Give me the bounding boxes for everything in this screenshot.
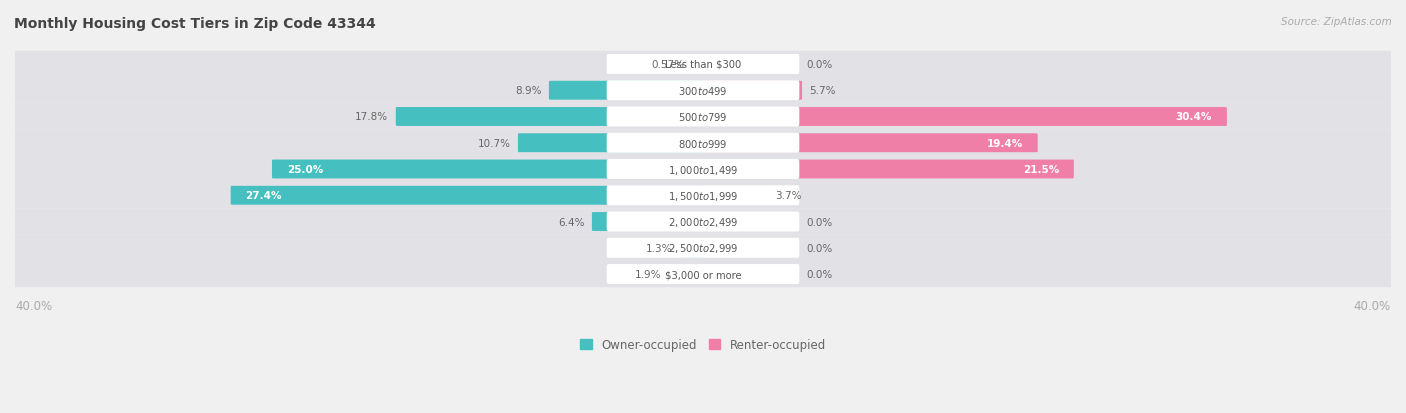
Text: Less than $300: Less than $300	[665, 60, 741, 70]
Text: 40.0%: 40.0%	[1354, 299, 1391, 312]
FancyBboxPatch shape	[231, 186, 704, 205]
FancyBboxPatch shape	[702, 186, 768, 205]
FancyBboxPatch shape	[271, 160, 704, 179]
Text: 0.0%: 0.0%	[806, 243, 832, 253]
Text: 17.8%: 17.8%	[356, 112, 388, 122]
FancyBboxPatch shape	[679, 239, 704, 258]
FancyBboxPatch shape	[606, 212, 800, 232]
FancyBboxPatch shape	[606, 186, 800, 206]
Text: 27.4%: 27.4%	[246, 191, 283, 201]
FancyBboxPatch shape	[14, 261, 1392, 287]
Text: 6.4%: 6.4%	[558, 217, 585, 227]
FancyBboxPatch shape	[14, 104, 1392, 131]
FancyBboxPatch shape	[702, 134, 1038, 153]
Text: 0.0%: 0.0%	[806, 60, 832, 70]
Text: Monthly Housing Cost Tiers in Zip Code 43344: Monthly Housing Cost Tiers in Zip Code 4…	[14, 17, 375, 31]
FancyBboxPatch shape	[606, 55, 800, 75]
Text: 0.57%: 0.57%	[651, 60, 685, 70]
Text: 25.0%: 25.0%	[287, 165, 323, 175]
FancyBboxPatch shape	[14, 209, 1392, 235]
FancyBboxPatch shape	[702, 82, 801, 100]
FancyBboxPatch shape	[592, 213, 704, 231]
Legend: Owner-occupied, Renter-occupied: Owner-occupied, Renter-occupied	[575, 334, 831, 356]
Text: $1,500 to $1,999: $1,500 to $1,999	[668, 189, 738, 202]
Text: 3.7%: 3.7%	[775, 191, 801, 201]
Text: 8.9%: 8.9%	[515, 86, 541, 96]
FancyBboxPatch shape	[669, 265, 704, 284]
FancyBboxPatch shape	[14, 183, 1392, 209]
Text: 1.3%: 1.3%	[645, 243, 672, 253]
Text: 30.4%: 30.4%	[1175, 112, 1212, 122]
Text: $3,000 or more: $3,000 or more	[665, 269, 741, 279]
FancyBboxPatch shape	[14, 78, 1392, 104]
Text: Source: ZipAtlas.com: Source: ZipAtlas.com	[1281, 17, 1392, 26]
FancyBboxPatch shape	[14, 52, 1392, 78]
FancyBboxPatch shape	[14, 131, 1392, 157]
Text: $300 to $499: $300 to $499	[678, 85, 728, 97]
Text: $1,000 to $1,499: $1,000 to $1,499	[668, 163, 738, 176]
FancyBboxPatch shape	[606, 81, 800, 101]
Text: 0.0%: 0.0%	[806, 217, 832, 227]
Text: $2,000 to $2,499: $2,000 to $2,499	[668, 216, 738, 228]
Text: 0.0%: 0.0%	[806, 269, 832, 279]
FancyBboxPatch shape	[606, 238, 800, 258]
Text: $500 to $799: $500 to $799	[678, 111, 728, 123]
FancyBboxPatch shape	[702, 108, 1227, 127]
FancyBboxPatch shape	[517, 134, 704, 153]
FancyBboxPatch shape	[606, 264, 800, 284]
Text: 40.0%: 40.0%	[15, 299, 52, 312]
Text: $800 to $999: $800 to $999	[678, 138, 728, 150]
Text: 10.7%: 10.7%	[478, 138, 510, 148]
FancyBboxPatch shape	[702, 160, 1074, 179]
FancyBboxPatch shape	[396, 108, 704, 127]
FancyBboxPatch shape	[692, 55, 704, 74]
FancyBboxPatch shape	[14, 157, 1392, 183]
FancyBboxPatch shape	[14, 235, 1392, 261]
Text: $2,500 to $2,999: $2,500 to $2,999	[668, 242, 738, 255]
Text: 19.4%: 19.4%	[987, 138, 1024, 148]
Text: 5.7%: 5.7%	[810, 86, 837, 96]
FancyBboxPatch shape	[548, 82, 704, 100]
FancyBboxPatch shape	[606, 160, 800, 180]
FancyBboxPatch shape	[606, 133, 800, 153]
Text: 21.5%: 21.5%	[1022, 165, 1059, 175]
Text: 1.9%: 1.9%	[636, 269, 662, 279]
FancyBboxPatch shape	[606, 107, 800, 127]
